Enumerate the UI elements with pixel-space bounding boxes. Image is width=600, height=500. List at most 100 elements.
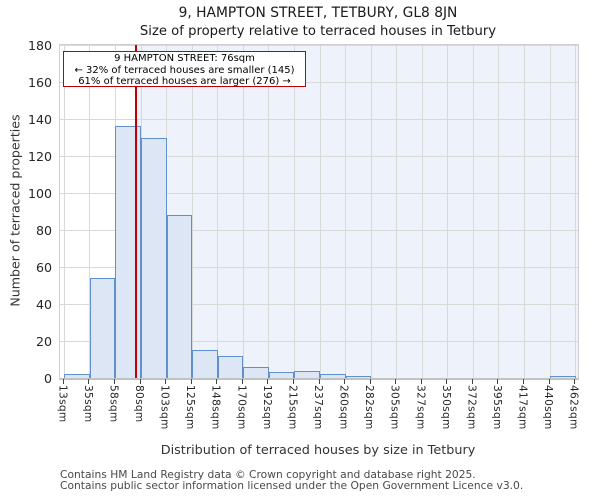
x-tick-label: 372sqm: [465, 385, 478, 430]
y-tick-label: 20: [35, 333, 52, 349]
x-tick-mark: [523, 379, 525, 384]
vertical-gridline: [524, 45, 526, 378]
horizontal-gridline: [60, 340, 578, 342]
histogram-bar: [64, 374, 90, 378]
y-tick-label: 180: [27, 37, 52, 53]
x-tick-mark: [395, 379, 397, 384]
y-tick-label: 160: [27, 74, 52, 90]
horizontal-gridline: [60, 229, 578, 231]
x-tick-mark: [318, 379, 320, 384]
x-tick-label: 237sqm: [312, 385, 324, 430]
vertical-gridline: [191, 45, 193, 378]
x-tick-mark: [62, 379, 64, 384]
x-tick-label: 13sqm: [56, 385, 69, 423]
footer-line-2: Contains public sector information licen…: [60, 479, 524, 493]
property-marker-line: [135, 45, 138, 378]
vertical-gridline: [63, 45, 65, 378]
x-tick-label: 192sqm: [260, 385, 273, 430]
histogram-bar: [550, 376, 576, 378]
vertical-gridline: [268, 45, 270, 378]
horizontal-gridline: [60, 81, 578, 83]
y-tick-label: 0: [43, 370, 52, 386]
vertical-gridline: [319, 45, 321, 378]
annotation-line-3: 61% of terraced houses are larger (276) …: [78, 76, 291, 87]
x-tick-label: 462sqm: [567, 385, 580, 430]
footer-line-1: Contains HM Land Registry data © Crown c…: [60, 468, 476, 481]
x-tick-label: 148sqm: [209, 385, 222, 430]
histogram-bar: [345, 376, 372, 378]
vertical-gridline: [345, 45, 347, 378]
vertical-gridline: [549, 45, 551, 378]
x-tick-mark: [420, 379, 422, 384]
x-tick-label: 58sqm: [107, 385, 120, 423]
y-tick-label: 80: [35, 222, 52, 238]
chart-title: 9, HAMPTON STREET, TETBURY, GL8 8JN: [178, 5, 458, 21]
vertical-gridline: [217, 45, 219, 378]
x-tick-mark: [139, 379, 141, 384]
horizontal-gridline: [60, 266, 578, 268]
x-tick-label: 282sqm: [363, 385, 376, 430]
histogram-bar: [115, 126, 141, 378]
histogram-bar: [89, 278, 116, 378]
plot-area: [59, 44, 579, 380]
x-tick-mark: [574, 379, 576, 384]
x-tick-mark: [369, 379, 371, 384]
vertical-gridline: [242, 45, 244, 378]
x-tick-labels: 13sqm 35sqm 58sqm 80sqm 103sqm 125sqm 148sqm 17…: [56, 379, 580, 443]
x-tick-label: 417sqm: [516, 385, 529, 430]
vertical-gridline: [447, 45, 449, 378]
x-tick-mark: [344, 379, 346, 384]
annotation-line-1: 9 HAMPTON STREET: 76sqm: [114, 53, 255, 64]
y-tick-label: 40: [35, 296, 52, 312]
x-tick-mark: [548, 379, 550, 384]
histogram-bar: [192, 350, 218, 378]
x-tick-mark: [190, 379, 192, 384]
x-tick-label: 260sqm: [337, 385, 350, 430]
vertical-gridline: [421, 45, 423, 378]
vertical-gridline: [472, 45, 474, 378]
horizontal-gridline: [60, 303, 578, 305]
histogram-bar: [217, 355, 244, 378]
x-tick-mark: [165, 379, 167, 384]
x-tick-mark: [241, 379, 243, 384]
x-tick-label: 305sqm: [388, 385, 401, 430]
x-tick-label: 80sqm: [133, 385, 145, 423]
vertical-gridline: [370, 45, 372, 378]
x-tick-label: 440sqm: [542, 385, 555, 430]
vertical-gridline: [575, 45, 577, 378]
y-tick-label: 60: [35, 259, 52, 275]
vertical-gridline: [166, 45, 168, 378]
annotation-line-2: ← 32% of terraced houses are smaller (14…: [74, 64, 295, 76]
y-tick-label: 120: [27, 148, 52, 164]
histogram-bar: [320, 374, 346, 378]
x-tick-label: 350sqm: [439, 385, 452, 430]
x-tick-mark: [88, 379, 90, 384]
x-tick-mark: [446, 379, 448, 384]
larger-region-shade: [136, 45, 578, 378]
chart-subtitle: Size of property relative to terraced ho…: [139, 24, 497, 39]
x-tick-mark: [292, 379, 294, 384]
vertical-gridline: [89, 45, 91, 378]
x-tick-mark: [497, 379, 499, 384]
x-tick-label: 125sqm: [184, 385, 197, 430]
histogram-bar: [243, 366, 269, 378]
x-tick-mark: [113, 379, 115, 384]
vertical-gridline: [293, 45, 295, 378]
y-tick-label: 100: [27, 185, 52, 201]
annotation-box: 9 HAMPTON STREET: 76sqm ← 32% of terrace…: [63, 51, 306, 87]
y-tick-labels: 0 20 40 60 80 100 120 140 160 180: [0, 38, 52, 386]
vertical-gridline: [396, 45, 398, 378]
horizontal-gridline: [60, 118, 578, 120]
x-tick-label: 395sqm: [490, 385, 503, 430]
histogram-bar: [141, 137, 167, 378]
x-tick-label: 215sqm: [286, 385, 299, 430]
histogram-bar: [268, 372, 295, 378]
horizontal-gridline: [60, 155, 578, 157]
x-tick-label: 103sqm: [158, 385, 171, 430]
histogram-bar: [294, 370, 320, 378]
histogram-bar: [166, 215, 193, 378]
x-axis-label: Distribution of terraced houses by size …: [160, 443, 476, 458]
y-tick-label: 140: [27, 111, 52, 127]
x-tick-label: 170sqm: [235, 385, 248, 430]
